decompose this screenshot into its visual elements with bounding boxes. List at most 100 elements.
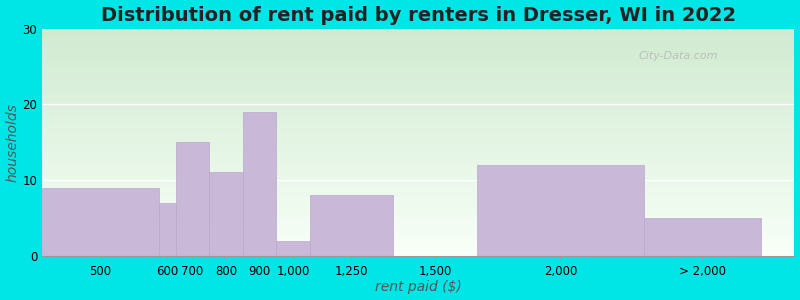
Bar (42, 117, 794, 120)
Bar (42, 210, 794, 213)
Bar (477, 165, 644, 256)
Bar (42, 215, 794, 217)
Bar (42, 254, 794, 256)
Bar (42, 129, 794, 131)
Bar (159, 203, 176, 256)
Bar (42, 83, 794, 85)
Bar (42, 58, 794, 61)
Bar (42, 147, 794, 149)
Bar (42, 36, 794, 38)
Bar (42, 126, 794, 129)
Bar (42, 113, 794, 115)
Bar (42, 115, 794, 117)
Bar (42, 138, 794, 140)
Bar (42, 151, 794, 154)
Bar (42, 120, 794, 122)
Bar (42, 85, 794, 88)
Bar (42, 101, 794, 104)
Bar (42, 104, 794, 106)
Bar (42, 122, 794, 124)
Bar (42, 40, 794, 43)
Bar (42, 99, 794, 101)
Bar (42, 226, 794, 228)
Bar (42, 156, 794, 158)
Bar (42, 194, 794, 197)
Bar (42, 131, 794, 133)
Bar (42, 174, 794, 176)
Bar (42, 247, 794, 249)
Bar (42, 38, 794, 40)
Bar (42, 197, 794, 199)
Bar (644, 218, 761, 256)
Bar (42, 81, 794, 83)
Bar (42, 219, 794, 222)
Bar (42, 165, 794, 167)
Bar (42, 56, 794, 58)
Bar (42, 201, 794, 203)
Text: City-Data.com: City-Data.com (638, 51, 718, 61)
Bar (242, 112, 276, 256)
Bar (42, 52, 794, 54)
Bar (42, 188, 159, 256)
Bar (42, 43, 794, 45)
Bar (42, 233, 794, 235)
Bar (42, 158, 794, 160)
Bar (42, 169, 794, 172)
Bar (42, 251, 794, 254)
Bar (42, 47, 794, 49)
Bar (42, 49, 794, 52)
Bar (42, 94, 794, 97)
Bar (42, 149, 794, 151)
Bar (42, 31, 794, 33)
Bar (42, 160, 794, 163)
Bar (42, 217, 794, 219)
Bar (42, 140, 794, 142)
Bar (42, 231, 794, 233)
Bar (42, 178, 794, 181)
Bar (42, 190, 794, 192)
Bar (42, 172, 794, 174)
Bar (42, 238, 794, 240)
Bar (42, 65, 794, 68)
Bar (42, 176, 794, 178)
Bar (42, 33, 794, 36)
Bar (42, 183, 794, 185)
Bar (42, 110, 794, 113)
Bar (42, 199, 794, 201)
Bar (42, 203, 794, 206)
Bar (42, 163, 794, 165)
Bar (42, 133, 794, 136)
Bar (42, 74, 794, 76)
Bar (42, 244, 794, 247)
Bar (42, 235, 794, 238)
Bar (42, 228, 794, 231)
Bar (42, 92, 794, 95)
Bar (276, 241, 310, 256)
Bar (42, 185, 794, 188)
Bar (42, 167, 794, 170)
Bar (42, 63, 794, 65)
Bar (42, 136, 794, 138)
X-axis label: rent paid ($): rent paid ($) (375, 280, 462, 294)
Bar (310, 195, 393, 256)
Bar (42, 68, 794, 70)
Bar (42, 124, 794, 126)
Bar (42, 54, 794, 56)
Bar (42, 145, 794, 147)
Bar (42, 213, 794, 215)
Bar (42, 142, 794, 145)
Bar (42, 88, 794, 90)
Title: Distribution of rent paid by renters in Dresser, WI in 2022: Distribution of rent paid by renters in … (101, 6, 736, 25)
Bar (42, 76, 794, 79)
Bar (210, 172, 242, 256)
Bar (176, 142, 210, 256)
Bar (42, 90, 794, 92)
Y-axis label: households: households (6, 103, 19, 182)
Bar (42, 240, 794, 242)
Bar (42, 97, 794, 99)
Bar (42, 45, 794, 47)
Bar (42, 72, 794, 74)
Bar (42, 222, 794, 224)
Bar (42, 29, 794, 31)
Bar (42, 79, 794, 81)
